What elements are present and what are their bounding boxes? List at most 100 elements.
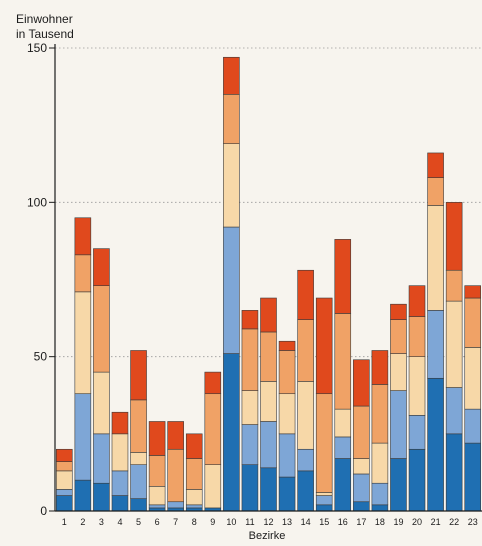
bar-segment bbox=[297, 269, 314, 320]
bar-segment bbox=[390, 319, 407, 354]
bar-stack bbox=[55, 448, 73, 512]
bar-segment bbox=[93, 482, 110, 512]
x-tick-label: 21 bbox=[431, 517, 441, 527]
bar-segment bbox=[408, 316, 426, 357]
bar-segment bbox=[130, 452, 147, 465]
bar-segment bbox=[315, 297, 333, 395]
x-tick-label: 16 bbox=[338, 517, 348, 527]
bar-segment bbox=[427, 310, 444, 379]
bar-segment bbox=[111, 433, 129, 472]
bar-segment bbox=[297, 448, 314, 472]
bar-segment bbox=[167, 421, 184, 450]
bar-segment bbox=[111, 470, 129, 496]
x-tick-label: 6 bbox=[155, 517, 160, 527]
bar-stack bbox=[390, 303, 407, 512]
bar-segment bbox=[353, 405, 370, 459]
bar-segment bbox=[445, 387, 463, 435]
bar-segment bbox=[74, 291, 92, 395]
bar-segment bbox=[408, 356, 426, 416]
bar-segment bbox=[55, 448, 73, 462]
bar-segment bbox=[241, 310, 259, 330]
bar-stack bbox=[297, 269, 314, 512]
bar-segment bbox=[260, 331, 277, 382]
bar-segment bbox=[74, 254, 92, 293]
bar-segment bbox=[55, 489, 73, 496]
y-tick-label: 100 bbox=[27, 195, 47, 209]
bar-segment bbox=[55, 470, 73, 490]
bar-segment bbox=[464, 285, 482, 299]
y-tick-label: 50 bbox=[34, 350, 48, 364]
bar-segment bbox=[371, 504, 389, 512]
bar-segment bbox=[148, 421, 166, 456]
bar-segment bbox=[204, 393, 222, 465]
bar-segment bbox=[241, 464, 259, 512]
bar-segment bbox=[185, 458, 203, 490]
x-tick-label: 20 bbox=[412, 517, 422, 527]
bar-stack bbox=[93, 248, 110, 512]
bar-segment bbox=[334, 458, 352, 512]
bar-segment bbox=[371, 350, 389, 385]
bar-segment bbox=[371, 384, 389, 444]
bar-segment bbox=[408, 415, 426, 450]
bar-stack bbox=[223, 56, 240, 512]
bar-segment bbox=[371, 442, 389, 484]
bar-segment bbox=[334, 313, 352, 410]
x-tick-label: 2 bbox=[80, 517, 85, 527]
bar-segment bbox=[408, 285, 426, 317]
x-tick-label: 10 bbox=[226, 517, 236, 527]
bar-segment bbox=[353, 501, 370, 512]
bar-segment bbox=[334, 436, 352, 459]
bar-segment bbox=[464, 408, 482, 444]
bar-stack bbox=[334, 239, 352, 512]
bar-stack bbox=[74, 217, 92, 512]
x-tick-label: 15 bbox=[319, 517, 329, 527]
bar-segment bbox=[408, 448, 426, 512]
bar-stack bbox=[371, 350, 389, 512]
y-tick-label: 150 bbox=[27, 41, 47, 55]
bar-segment bbox=[427, 377, 444, 512]
bar-segment bbox=[111, 495, 129, 512]
bar-segment bbox=[278, 433, 296, 478]
bar-segment bbox=[148, 504, 166, 509]
x-tick-label: 5 bbox=[136, 517, 141, 527]
bar-segment bbox=[204, 464, 222, 509]
bar-segment bbox=[445, 300, 463, 388]
bar-stack bbox=[241, 310, 259, 512]
bar-segment bbox=[204, 371, 222, 395]
bar-segment bbox=[223, 56, 240, 95]
x-tick-label: 18 bbox=[375, 517, 385, 527]
bar-stack bbox=[167, 421, 184, 512]
bar-segment bbox=[260, 297, 277, 333]
bars-layer bbox=[55, 56, 482, 512]
x-tick-label: 4 bbox=[117, 517, 122, 527]
bar-segment bbox=[148, 486, 166, 506]
bar-segment bbox=[185, 489, 203, 506]
bar-segment bbox=[390, 458, 407, 512]
bar-segment bbox=[278, 393, 296, 435]
bar-stack bbox=[148, 421, 166, 512]
bar-segment bbox=[445, 269, 463, 302]
bar-segment bbox=[130, 399, 147, 453]
bar-segment bbox=[130, 350, 147, 401]
x-tick-label: 17 bbox=[356, 517, 366, 527]
bar-segment bbox=[464, 442, 482, 512]
bar-segment bbox=[353, 359, 370, 407]
bar-segment bbox=[167, 501, 184, 509]
bar-segment bbox=[241, 328, 259, 391]
bar-segment bbox=[278, 350, 296, 395]
bar-segment bbox=[371, 482, 389, 506]
bar-stack bbox=[427, 152, 444, 512]
bar-segment bbox=[223, 143, 240, 228]
x-tick-label: 13 bbox=[282, 517, 292, 527]
bar-segment bbox=[93, 433, 110, 484]
bar-segment bbox=[130, 464, 147, 499]
bar-segment bbox=[130, 498, 147, 512]
bar-segment bbox=[55, 495, 73, 512]
bar-segment bbox=[315, 492, 333, 496]
bar-stack bbox=[260, 297, 277, 512]
bar-stack bbox=[204, 371, 222, 512]
bar-stack bbox=[315, 297, 333, 512]
bar-segment bbox=[353, 458, 370, 475]
